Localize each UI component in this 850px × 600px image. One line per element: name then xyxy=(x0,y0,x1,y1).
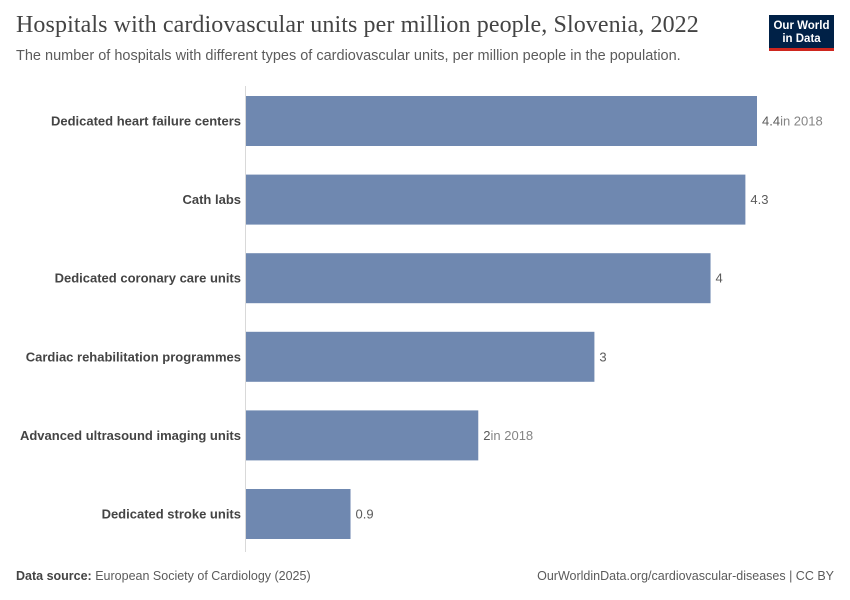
data-source-text: European Society of Cardiology (2025) xyxy=(95,569,311,583)
bar[interactable] xyxy=(246,174,746,225)
value-label: 2in 2018 xyxy=(483,428,533,443)
bar[interactable] xyxy=(246,253,711,304)
value-label: 3 xyxy=(599,349,606,364)
logo-line-1: Our World xyxy=(773,20,830,32)
category-label: Dedicated coronary care units xyxy=(55,271,241,286)
bar[interactable] xyxy=(246,410,479,461)
logo-line-2: in Data xyxy=(782,33,821,45)
bar[interactable] xyxy=(246,331,595,382)
category-label: Dedicated heart failure centers xyxy=(51,114,241,129)
chart-title: Hospitals with cardiovascular units per … xyxy=(16,12,699,38)
value-label: 4.4in 2018 xyxy=(762,114,823,129)
value-label: 0.9 xyxy=(356,507,374,522)
owid-logo[interactable]: Our World in Data xyxy=(769,15,834,51)
category-label: Dedicated stroke units xyxy=(102,507,241,522)
data-source: Data source: European Society of Cardiol… xyxy=(16,569,311,583)
data-source-label: Data source: xyxy=(16,569,92,583)
category-label: Cath labs xyxy=(182,192,241,207)
value-note: in 2018 xyxy=(491,428,534,443)
bar[interactable] xyxy=(246,96,757,146)
chart-link[interactable]: OurWorldinData.org/cardiovascular-diseas… xyxy=(537,569,834,583)
value-label: 4.3 xyxy=(750,192,768,207)
chart-subtitle: The number of hospitals with different t… xyxy=(16,48,681,64)
value-note: in 2018 xyxy=(780,114,823,129)
value-label: 4 xyxy=(716,271,723,286)
category-label: Advanced ultrasound imaging units xyxy=(20,428,241,443)
bar[interactable] xyxy=(246,489,351,539)
category-label: Cardiac rehabilitation programmes xyxy=(26,349,241,364)
